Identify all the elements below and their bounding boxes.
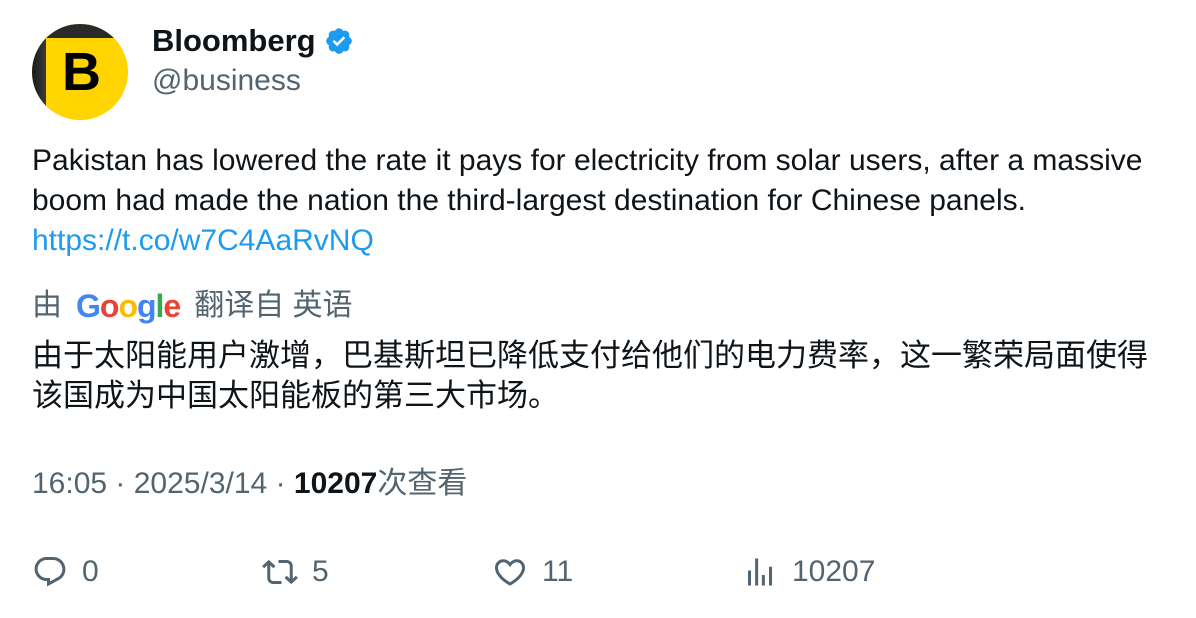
reply-button[interactable]: 0 <box>32 552 99 592</box>
translation-prefix: 由 <box>32 289 62 322</box>
like-count: 11 <box>542 555 574 588</box>
tweet-text: Pakistan has lowered the rate it pays fo… <box>32 141 1162 261</box>
translated-text: 由于太阳能用户激增，巴基斯坦已降低支付给他们的电力费率，这一繁荣局面使得该国成为… <box>32 338 1148 413</box>
heart-icon <box>494 559 526 586</box>
retweet-button[interactable]: 5 <box>262 552 329 592</box>
translation-suffix: 翻译自 英语 <box>194 289 353 322</box>
tweet-meta: 16:05 · 2025/3/14 · 10207次查看 <box>32 464 467 504</box>
like-button[interactable]: 11 <box>492 552 573 592</box>
retweet-count: 5 <box>312 555 329 588</box>
views-button[interactable]: 10207 <box>742 552 875 592</box>
avatar-top-band <box>32 24 128 38</box>
verified-badge-icon <box>325 28 352 54</box>
view-count-label: 次查看 <box>377 467 468 500</box>
tweet-link[interactable]: https://t.co/w7C4AaRvNQ <box>32 224 374 257</box>
author-name[interactable]: Bloomberg <box>152 23 316 58</box>
tweet-body: Pakistan has lowered the rate it pays fo… <box>32 144 1143 217</box>
meta-separator: · <box>115 467 134 500</box>
reply-icon <box>34 557 66 587</box>
author-handle[interactable]: @business <box>152 64 301 97</box>
author-name-row[interactable]: Bloomberg <box>152 22 354 60</box>
reply-count: 0 <box>82 555 99 588</box>
analytics-icon <box>748 558 772 586</box>
meta-separator: · <box>275 467 294 500</box>
view-count: 10207 <box>293 467 378 500</box>
tweet-date[interactable]: 2025/3/14 <box>133 467 268 500</box>
avatar-left-band <box>32 24 46 120</box>
avatar-letter: B <box>62 42 101 102</box>
retweet-icon <box>262 559 298 585</box>
avatar[interactable]: B <box>32 24 128 120</box>
tweet-time[interactable]: 16:05 <box>32 467 108 500</box>
google-logo: Google <box>76 288 181 324</box>
action-bar: 0 5 11 10207 <box>0 552 1196 592</box>
translation-attribution[interactable]: 由 Google 翻译自 英语 <box>32 286 353 326</box>
views-count: 10207 <box>792 555 876 588</box>
